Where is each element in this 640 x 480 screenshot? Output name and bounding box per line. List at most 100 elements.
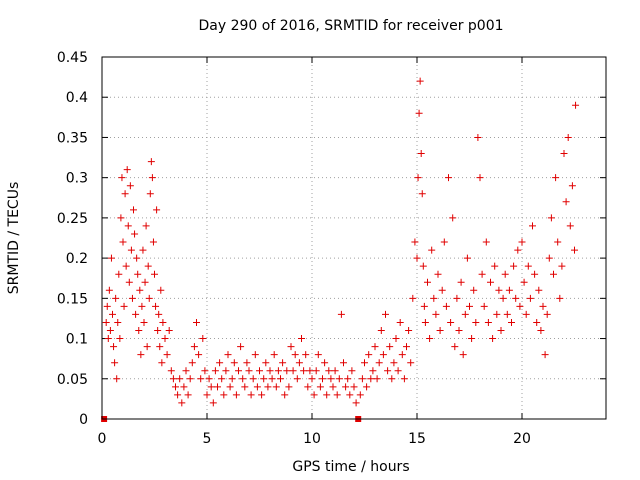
data-point-plus	[348, 367, 356, 375]
data-point-plus	[272, 383, 280, 391]
data-point-plus	[543, 310, 551, 318]
data-point-plus	[237, 343, 245, 351]
data-point-plus	[508, 318, 515, 326]
data-point-plus	[211, 367, 219, 375]
data-point-plus	[104, 335, 112, 343]
data-point-plus	[434, 270, 442, 278]
data-point-plus	[293, 375, 301, 383]
data-point-plus	[403, 343, 410, 351]
data-point-plus	[384, 367, 392, 375]
data-point-plus	[153, 206, 161, 214]
data-point-plus	[562, 198, 570, 206]
data-point-plus	[461, 310, 469, 318]
data-point-plus	[436, 327, 444, 335]
data-point-plus	[337, 310, 345, 318]
data-point-plus	[487, 278, 494, 286]
data-point-plus	[128, 294, 136, 302]
y-tick-label: 0.4	[66, 90, 88, 106]
data-point-plus	[180, 383, 188, 391]
data-point-plus	[121, 190, 129, 198]
data-point-plus	[474, 133, 482, 141]
data-point-plus	[491, 262, 499, 270]
data-point-plus	[539, 302, 547, 310]
data-point-plus	[144, 262, 152, 270]
data-point-plus	[224, 351, 232, 359]
data-point-plus	[258, 391, 266, 399]
data-point-plus	[125, 278, 133, 286]
data-point-plus	[157, 286, 165, 294]
data-point-plus	[531, 270, 539, 278]
data-point-plus	[251, 351, 259, 359]
data-point-plus	[182, 367, 190, 375]
data-point-plus	[264, 383, 272, 391]
data-point-plus	[152, 302, 160, 310]
data-point-plus	[116, 335, 124, 343]
data-point-plus	[552, 174, 560, 182]
data-point-plus	[417, 150, 425, 158]
data-point-plus	[426, 335, 434, 343]
data-point-plus	[149, 238, 157, 246]
data-point-plus	[289, 367, 297, 375]
data-point-plus	[335, 375, 343, 383]
data-point-plus	[135, 327, 143, 335]
data-point-plus	[110, 343, 118, 351]
data-point-plus	[514, 246, 522, 254]
data-point-plus	[319, 375, 326, 383]
data-point-plus	[375, 359, 383, 367]
data-point-plus	[158, 359, 166, 367]
grid-layer	[102, 57, 606, 419]
data-point-plus	[377, 327, 385, 335]
data-point-plus	[388, 375, 396, 383]
data-point-plus	[287, 343, 295, 351]
y-tick-label: 0.45	[57, 50, 88, 66]
data-point-plus	[148, 174, 156, 182]
data-point-plus	[537, 327, 545, 335]
data-point-plus	[115, 270, 123, 278]
data-point-plus	[214, 383, 221, 391]
data-point-plus	[245, 367, 253, 375]
data-point-plus	[501, 270, 509, 278]
data-point-plus	[247, 391, 255, 399]
data-point-plus	[325, 367, 333, 375]
data-point-plus	[230, 359, 238, 367]
data-point-plus	[283, 367, 291, 375]
chart-title: Day 290 of 2016, SRMTID for receiver p00…	[198, 18, 503, 34]
data-point-plus	[120, 302, 128, 310]
data-point-plus	[193, 318, 200, 326]
data-point-plus	[457, 278, 465, 286]
data-point-plus	[103, 302, 111, 310]
data-point-plus	[405, 327, 413, 335]
data-point-plus	[361, 359, 368, 367]
y-tick-label: 0.1	[66, 332, 88, 348]
data-point-plus	[356, 391, 364, 399]
data-point-plus	[371, 343, 379, 351]
data-point-plus	[132, 310, 140, 318]
data-point-plus	[174, 391, 182, 399]
data-point-plus	[407, 359, 415, 367]
data-point-plus	[159, 318, 167, 326]
data-point-plus	[346, 391, 354, 399]
data-point-plus	[432, 310, 440, 318]
data-point-plus	[241, 383, 249, 391]
data-point-plus	[216, 359, 224, 367]
data-point-plus	[156, 343, 164, 351]
data-point-plus	[545, 254, 553, 262]
data-point-plus	[165, 327, 173, 335]
data-point-plus	[386, 343, 394, 351]
data-point-plus	[291, 351, 299, 359]
data-point-plus	[428, 246, 436, 254]
data-point-plus	[232, 391, 240, 399]
data-point-plus	[199, 335, 207, 343]
data-point-plus	[285, 383, 293, 391]
data-point-plus	[133, 254, 141, 262]
data-point-plus	[558, 262, 566, 270]
data-point-plus	[497, 327, 505, 335]
data-point-plus	[350, 383, 358, 391]
data-point-plus	[308, 375, 316, 383]
data-point-plus	[414, 174, 422, 182]
data-point-plus	[445, 174, 452, 182]
data-point-plus	[476, 174, 484, 182]
data-point-plus	[468, 335, 476, 343]
